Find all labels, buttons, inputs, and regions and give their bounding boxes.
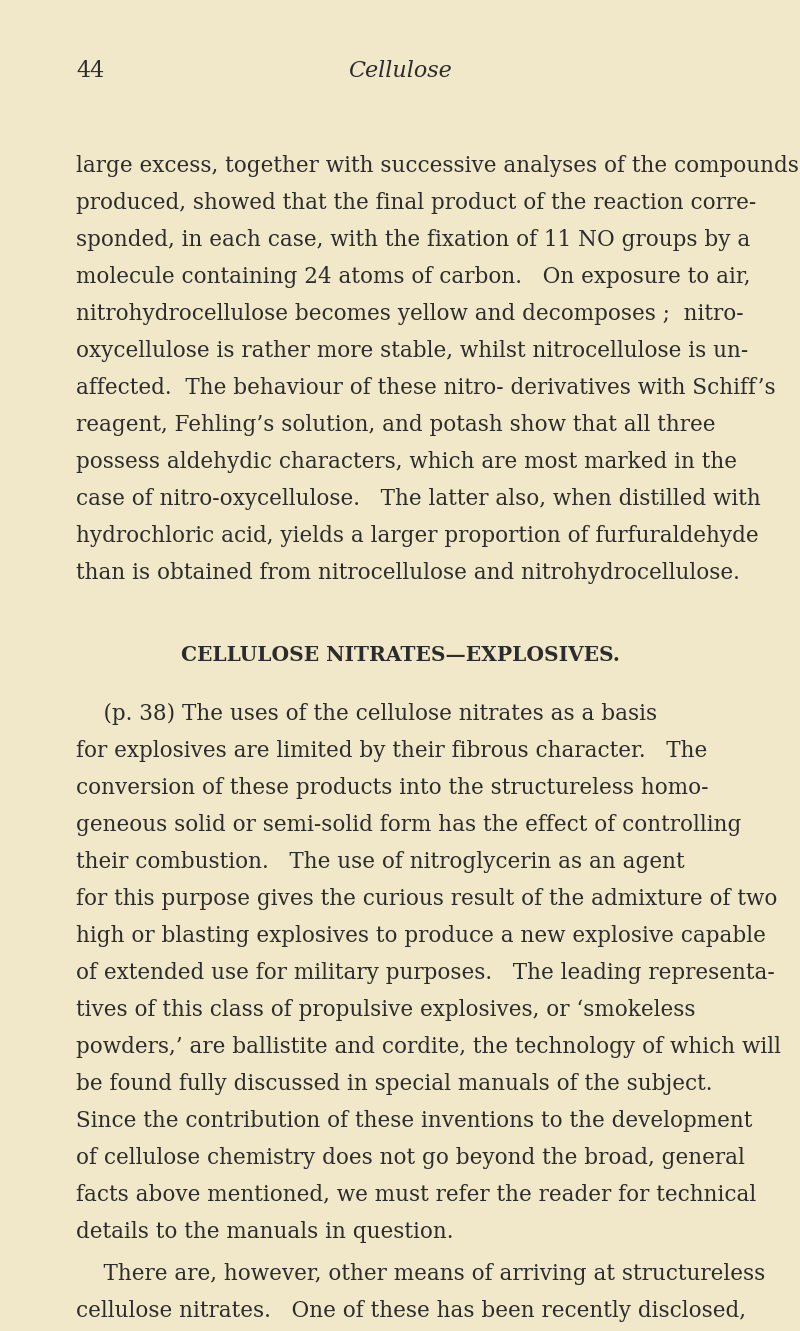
Text: possess aldehydic characters, which are most marked in the: possess aldehydic characters, which are … — [76, 451, 737, 473]
Text: high or blasting explosives to produce a new explosive capable: high or blasting explosives to produce a… — [76, 925, 766, 946]
Text: tives of this class of propulsive explosives, or ‘smokeless: tives of this class of propulsive explos… — [76, 998, 695, 1021]
Text: of extended use for military purposes.   The leading representa-: of extended use for military purposes. T… — [76, 961, 774, 984]
Text: produced, showed that the final product of the reaction corre-: produced, showed that the final product … — [76, 192, 756, 214]
Text: CELLULOSE NITRATES—EXPLOSIVES.: CELLULOSE NITRATES—EXPLOSIVES. — [181, 646, 619, 666]
Text: affected.  The behaviour of these nitro- derivatives with Schiff’s: affected. The behaviour of these nitro- … — [76, 377, 776, 399]
Text: geneous solid or semi-solid form has the effect of controlling: geneous solid or semi-solid form has the… — [76, 813, 742, 836]
Text: be found fully discussed in special manuals of the subject.: be found fully discussed in special manu… — [76, 1073, 713, 1094]
Text: for this purpose gives the curious result of the admixture of two: for this purpose gives the curious resul… — [76, 888, 778, 909]
Text: conversion of these products into the structureless homo-: conversion of these products into the st… — [76, 776, 709, 799]
Text: sponded, in each case, with the fixation of 11 NO groups by a: sponded, in each case, with the fixation… — [76, 229, 750, 252]
Text: cellulose nitrates.   One of these has been recently disclosed,: cellulose nitrates. One of these has bee… — [76, 1300, 746, 1322]
Text: of cellulose chemistry does not go beyond the broad, general: of cellulose chemistry does not go beyon… — [76, 1146, 745, 1169]
Text: case of nitro-oxycellulose.   The latter also, when distilled with: case of nitro-oxycellulose. The latter a… — [76, 488, 761, 510]
Text: nitrohydrocellulose becomes yellow and decomposes ;  nitro-: nitrohydrocellulose becomes yellow and d… — [76, 303, 744, 325]
Text: hydrochloric acid, yields a larger proportion of furfuraldehyde: hydrochloric acid, yields a larger propo… — [76, 524, 758, 547]
Text: oxycellulose is rather more stable, whilst nitrocellulose is un-: oxycellulose is rather more stable, whil… — [76, 339, 748, 362]
Text: facts above mentioned, we must refer the reader for technical: facts above mentioned, we must refer the… — [76, 1183, 756, 1206]
Text: their combustion.   The use of nitroglycerin as an agent: their combustion. The use of nitroglycer… — [76, 851, 685, 873]
Text: powders,’ are ballistite and cordite, the technology of which will: powders,’ are ballistite and cordite, th… — [76, 1036, 781, 1058]
Text: details to the manuals in question.: details to the manuals in question. — [76, 1221, 454, 1243]
Text: Cellulose: Cellulose — [348, 60, 452, 83]
Text: molecule containing 24 atoms of carbon.   On exposure to air,: molecule containing 24 atoms of carbon. … — [76, 266, 750, 287]
Text: There are, however, other means of arriving at structureless: There are, however, other means of arriv… — [76, 1263, 766, 1286]
Text: 44: 44 — [76, 60, 104, 83]
Text: large excess, together with successive analyses of the compounds: large excess, together with successive a… — [76, 154, 799, 177]
Text: Since the contribution of these inventions to the development: Since the contribution of these inventio… — [76, 1110, 752, 1131]
Text: reagent, Fehling’s solution, and potash show that all three: reagent, Fehling’s solution, and potash … — [76, 414, 715, 437]
Text: for explosives are limited by their fibrous character.   The: for explosives are limited by their fibr… — [76, 740, 707, 761]
Text: than is obtained from nitrocellulose and nitrohydrocellulose.: than is obtained from nitrocellulose and… — [76, 562, 740, 584]
Text: (p. 38) The uses of the cellulose nitrates as a basis: (p. 38) The uses of the cellulose nitrat… — [76, 703, 657, 724]
